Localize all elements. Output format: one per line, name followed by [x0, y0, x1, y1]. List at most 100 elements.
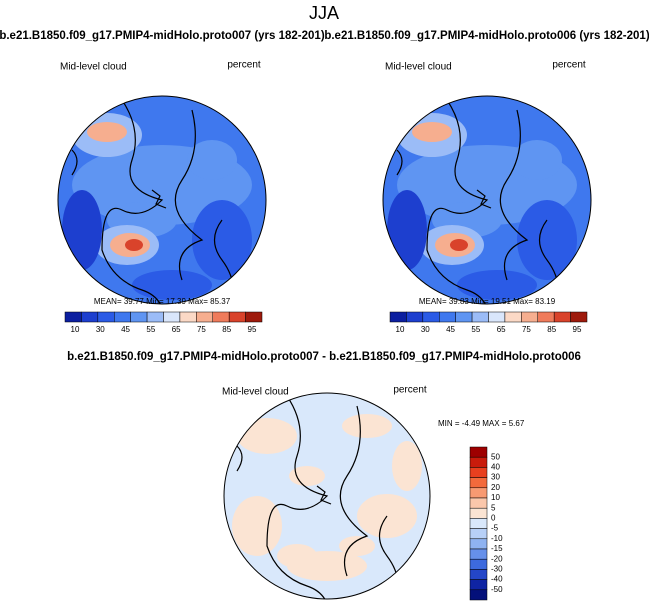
colorbar-label: 65 — [172, 325, 181, 334]
colorbar-box — [469, 528, 488, 540]
colorbar-label: 30 — [491, 473, 500, 482]
colorbar-box — [130, 311, 148, 323]
colorbar-label: -10 — [491, 534, 503, 543]
colorbar-box — [570, 311, 588, 323]
colorbar-box — [469, 446, 488, 458]
colorbar-box — [469, 487, 488, 499]
colorbar-box — [97, 311, 115, 323]
coastline — [236, 395, 399, 599]
colorbar-box — [228, 311, 246, 323]
colorbar-label: 5 — [491, 503, 496, 512]
colorbar-box — [439, 311, 456, 323]
map-patch — [387, 190, 427, 270]
colorbar-label: 30 — [96, 325, 105, 334]
colorbar-box — [469, 507, 488, 519]
colorbar-label: 10 — [396, 325, 405, 334]
colorbar-box — [212, 311, 230, 323]
colorbar-box — [455, 311, 473, 323]
colorbar-label: 55 — [471, 325, 480, 334]
colorbar-box — [469, 467, 488, 478]
colorbar-box — [469, 569, 488, 580]
colorbar-label: 10 — [71, 325, 80, 334]
map-patch — [392, 441, 422, 491]
colorbar-box — [179, 311, 197, 323]
colorbar-box — [64, 311, 82, 323]
map-patch — [412, 122, 452, 142]
coastline — [71, 99, 234, 304]
colorbar-box — [196, 311, 213, 323]
colorbar-box — [469, 558, 488, 570]
colorbar-label: 55 — [146, 325, 155, 334]
map-border — [223, 392, 431, 600]
map-patch — [517, 200, 577, 280]
variable-label: Mid-level cloud — [385, 62, 452, 73]
colorbar-box — [389, 311, 407, 323]
colorbar-box — [537, 311, 555, 323]
stats: MEAN= 39.77 Min= 17.39 Max= 85.37 — [94, 297, 231, 306]
units-label: percent — [552, 60, 586, 71]
colorbar-box — [469, 579, 488, 591]
colorbar-label: -20 — [491, 554, 503, 563]
colorbar-label: -40 — [491, 575, 503, 584]
colorbar-box — [163, 311, 181, 323]
map-patch — [125, 239, 143, 251]
map-patch — [450, 239, 468, 251]
colorbar-box — [469, 456, 488, 468]
colorbar-box — [406, 311, 424, 323]
colorbar-label: 45 — [121, 325, 130, 334]
colorbar-box — [422, 311, 440, 323]
map — [383, 96, 591, 304]
map-patch — [512, 140, 562, 180]
colorbar-label: 40 — [491, 463, 500, 472]
colorbar-box — [521, 311, 538, 323]
variable-label: Mid-level cloud — [222, 387, 289, 398]
colorbar-box — [146, 311, 164, 323]
colorbar-label: 85 — [547, 325, 556, 334]
map-patch — [339, 536, 375, 556]
map-patch — [62, 190, 102, 270]
colorbar-box — [488, 311, 506, 323]
colorbar-label: -50 — [491, 585, 503, 594]
colorbar-label: -5 — [491, 524, 499, 533]
map — [58, 96, 266, 304]
colorbar-box — [553, 311, 571, 323]
colorbar-box — [469, 548, 488, 560]
colorbar-label: 85 — [222, 325, 231, 334]
figure-title: JJA — [309, 3, 339, 23]
colorbar-label: 20 — [491, 483, 500, 492]
map-patch — [192, 200, 252, 280]
colorbar-label: 0 — [491, 514, 496, 523]
map-patch — [232, 496, 282, 556]
colorbar-box — [469, 589, 488, 601]
colorbar-box — [245, 311, 263, 323]
colorbar-label: 45 — [446, 325, 455, 334]
colorbar-box — [469, 518, 488, 529]
colorbar-label: 50 — [491, 452, 500, 461]
colorbar-box — [469, 538, 488, 550]
map-patch — [289, 466, 325, 486]
colorbar-box — [81, 311, 99, 323]
map-patch — [457, 270, 537, 300]
colorbar-label: 75 — [522, 325, 531, 334]
diff-title: b.e21.B1850.f09_g17.PMIP4-midHolo.proto0… — [67, 351, 581, 363]
colorbar-box — [469, 477, 488, 489]
map-patch — [342, 414, 392, 438]
units-label: percent — [393, 385, 427, 396]
map-patch — [237, 418, 297, 454]
map-border — [382, 95, 592, 305]
colorbar-box — [471, 311, 489, 323]
coastline — [396, 99, 559, 304]
panel-title: b.e21.B1850.f09_g17.PMIP4-midHolo.proto0… — [324, 30, 649, 42]
units-label: percent — [227, 60, 261, 71]
colorbar-label: 30 — [421, 325, 430, 334]
colorbar-box — [469, 497, 488, 509]
colorbar-label: 95 — [248, 325, 257, 334]
map-border — [57, 95, 267, 305]
colorbar-label: 95 — [573, 325, 582, 334]
map — [224, 393, 430, 599]
map-patch — [187, 140, 237, 180]
colorbar-label: -15 — [491, 544, 503, 553]
stats: MIN = -4.49 MAX = 5.67 — [438, 419, 525, 428]
variable-label: Mid-level cloud — [60, 62, 127, 73]
